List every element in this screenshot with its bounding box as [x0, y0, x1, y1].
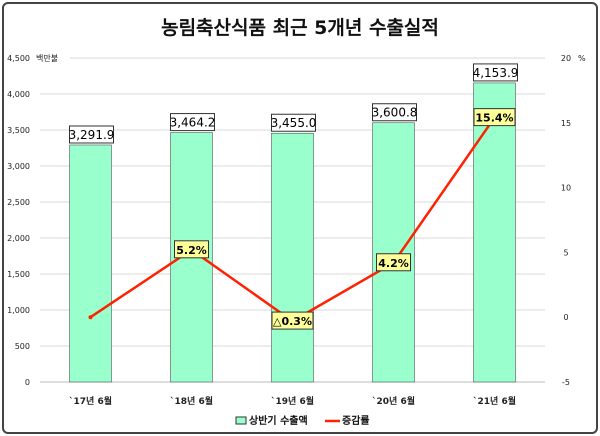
bar [473, 82, 516, 383]
y-left-tick-label: 1,000 [7, 306, 30, 315]
x-tick-label: `20년 6월 [372, 395, 415, 407]
y-left-tick-label: 0 [25, 378, 30, 387]
bar-data-label: 3,600.8 [372, 106, 418, 120]
bar-data-label: 3,455.0 [271, 116, 317, 130]
y-left-tick-label: 3,000 [7, 162, 30, 171]
line-data-label: 15.4% [475, 112, 513, 125]
bar [372, 122, 415, 383]
y-right-tick-label: 10 [561, 184, 571, 193]
y-right-tick-label: -5 [562, 378, 570, 387]
line-data-label: 5.2% [176, 244, 207, 257]
bar-data-label: 3,464.2 [170, 116, 216, 130]
y-right-tick-label: 5 [563, 248, 568, 257]
bar-label-box [69, 125, 114, 144]
y-right-tick-label: 0 [563, 313, 568, 322]
legend-bar-label: 상반기 수출액 [249, 414, 308, 427]
chart-title: 농림축산식품 최근 5개년 수출실적 [161, 17, 439, 39]
y-left-tick-label: 2,000 [7, 234, 30, 243]
y-left-tick-label: 1,500 [7, 270, 30, 279]
y-right-tick-label: 20 [561, 54, 571, 63]
bar-label-box [372, 103, 417, 122]
bar-data-label: 3,291.9 [69, 128, 115, 142]
x-tick-label: `21년 6월 [473, 395, 516, 407]
x-tick-label: `18년 6월 [170, 395, 213, 407]
legend-bar-swatch [235, 416, 247, 425]
y-left-tick-label: 4,000 [7, 90, 30, 99]
line-point [88, 315, 93, 320]
y-left-tick-label: 500 [15, 342, 30, 351]
line-label-box [174, 240, 209, 259]
bar-label-box [170, 113, 215, 132]
x-tick-label: `17년 6월 [69, 395, 112, 407]
bar [69, 144, 112, 383]
legend-line-label: 증감률 [342, 415, 370, 427]
bar-data-label: 4,153.9 [473, 66, 519, 80]
line-data-label: 4.2% [378, 257, 409, 270]
y-left-tick-label: 2,500 [7, 198, 30, 207]
line-label-box [473, 108, 516, 127]
line-label-box [376, 253, 411, 272]
y-right-unit: % [578, 54, 586, 63]
y-left-unit: 백만불 [36, 53, 58, 63]
y-left-tick-label: 4,500 [7, 54, 30, 63]
bar-label-box [473, 63, 518, 82]
y-left-tick-label: 3,500 [7, 126, 30, 135]
line-label-box [271, 311, 314, 330]
y-right-tick-label: 15 [561, 119, 571, 128]
bar-label-box [271, 113, 316, 132]
line-data-label: △0.3% [273, 315, 312, 328]
x-tick-label: `19년 6월 [271, 395, 314, 407]
bar [271, 132, 314, 383]
